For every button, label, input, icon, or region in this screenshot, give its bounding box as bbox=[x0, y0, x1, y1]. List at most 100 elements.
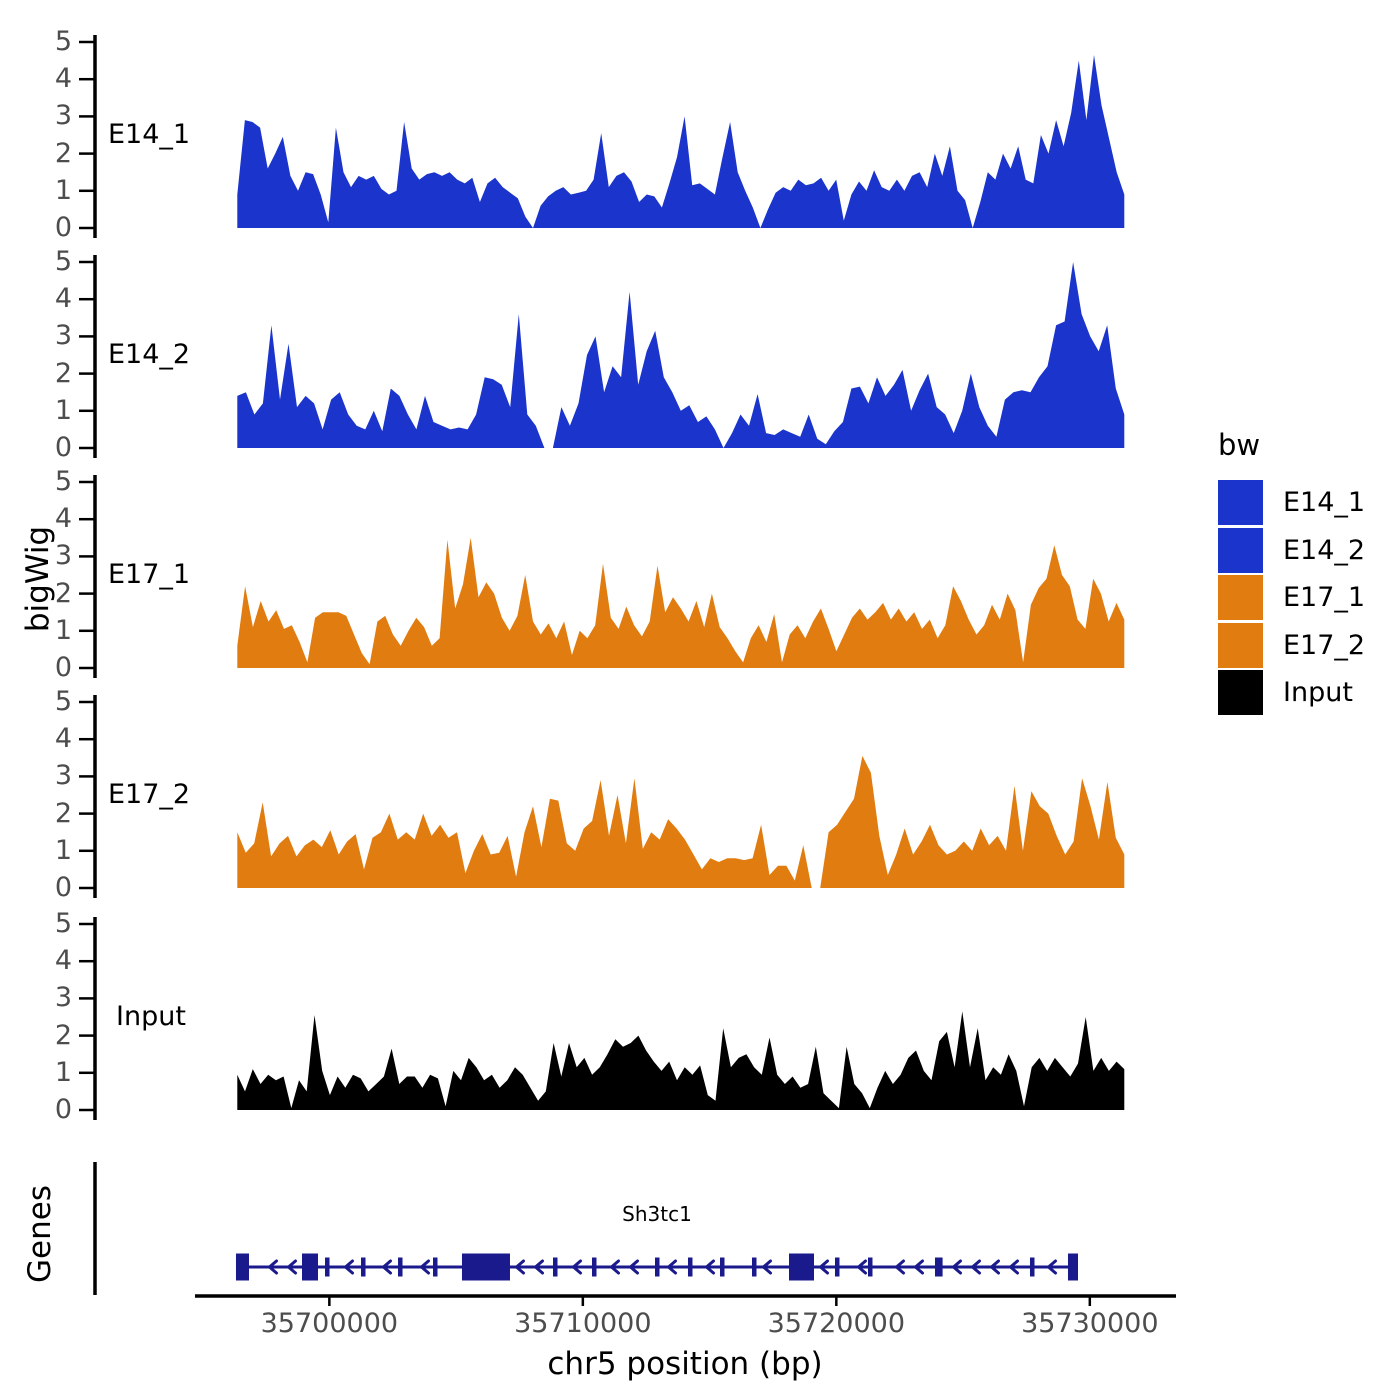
legend-label: Input bbox=[1283, 677, 1353, 708]
gene-exon bbox=[553, 1257, 558, 1277]
gene-exon bbox=[655, 1257, 660, 1277]
gene-exon bbox=[934, 1257, 943, 1277]
gene-strand-arrow-icon bbox=[533, 1259, 544, 1275]
gene-exon bbox=[235, 1253, 249, 1281]
y-tick-label: 2 bbox=[54, 1019, 72, 1051]
gene-exon bbox=[591, 1257, 597, 1277]
y-tick-label: 5 bbox=[54, 686, 72, 717]
y-tick-label: 3 bbox=[54, 982, 72, 1014]
gene-strand-arrow-icon bbox=[1008, 1259, 1019, 1275]
y-tick-label: 0 bbox=[54, 432, 72, 463]
x-tick-label: 35720000 bbox=[767, 1308, 906, 1339]
legend-entry-E14_1: E14_1 bbox=[1218, 480, 1365, 525]
track-area-E14_1 bbox=[237, 55, 1125, 228]
track-area-Input bbox=[237, 1011, 1125, 1110]
y-tick-label: 5 bbox=[54, 26, 72, 57]
y-tick-label: 3 bbox=[54, 100, 72, 132]
track-label-E17_1: E17_1 bbox=[108, 559, 191, 590]
legend-swatch-icon bbox=[1218, 622, 1263, 668]
x-tick-label: 35710000 bbox=[514, 1308, 652, 1339]
y-tick-label: 0 bbox=[54, 1094, 72, 1125]
gene-exon bbox=[687, 1257, 693, 1277]
gene-strand-arrow-icon bbox=[267, 1259, 278, 1275]
gene-exon bbox=[433, 1257, 438, 1277]
y-tick-label: 4 bbox=[54, 63, 72, 95]
y-tick-label: 4 bbox=[54, 723, 72, 755]
x-tick-label: 35730000 bbox=[1021, 1308, 1159, 1339]
gene-strand-arrow-icon bbox=[1046, 1259, 1057, 1275]
gene-strand-arrow-icon bbox=[571, 1259, 582, 1275]
gene-strand-arrow-icon bbox=[343, 1259, 354, 1275]
y-tick-label: 2 bbox=[54, 357, 72, 389]
gene-strand-arrow-icon bbox=[286, 1259, 297, 1275]
gene-strand-arrow-icon bbox=[704, 1259, 715, 1275]
y-tick-label: 4 bbox=[54, 503, 72, 535]
y-tick-label: 2 bbox=[54, 797, 72, 829]
y-tick-label: 0 bbox=[54, 872, 72, 903]
legend-entry-E17_2: E17_2 bbox=[1218, 622, 1366, 668]
y-tick-label: 1 bbox=[54, 1056, 72, 1088]
legend-label: E14_2 bbox=[1283, 534, 1366, 566]
legend: bw E14_1 E14_2 E17_1 E17_2 Input bbox=[1218, 428, 1365, 718]
gene-exon bbox=[867, 1257, 873, 1277]
legend-entry-E14_2: E14_2 bbox=[1218, 527, 1366, 573]
track-area-E17_1 bbox=[237, 537, 1125, 668]
gene-strand-arrow-icon bbox=[419, 1259, 430, 1275]
y-tick-label: 4 bbox=[54, 945, 72, 977]
gene-exon bbox=[751, 1257, 757, 1277]
y-tick-label: 3 bbox=[54, 320, 72, 352]
y-tick-label: 3 bbox=[54, 760, 72, 792]
y-tick-label: 1 bbox=[54, 614, 72, 646]
x-axis-title: chr5 position (bp) bbox=[547, 1346, 823, 1382]
track-area-E14_2 bbox=[237, 262, 1125, 448]
track-area-E17_2 bbox=[237, 755, 1125, 888]
gene-strand-arrow-icon bbox=[514, 1259, 525, 1275]
gene-strand-arrow-icon bbox=[951, 1259, 962, 1275]
gene-strand-arrow-icon bbox=[913, 1259, 924, 1275]
gene-exon bbox=[461, 1253, 510, 1281]
genes-panel-label: Genes bbox=[22, 1185, 58, 1283]
y-tick-label: 5 bbox=[54, 466, 72, 497]
gene-exon bbox=[1067, 1253, 1079, 1281]
legend-entry-E17_1: E17_1 bbox=[1218, 575, 1365, 620]
y-tick-label: 5 bbox=[54, 246, 72, 277]
gene-strand-arrow-icon bbox=[761, 1259, 772, 1275]
legend-entry-Input: Input bbox=[1218, 670, 1365, 715]
legend-label: E17_2 bbox=[1283, 629, 1366, 661]
gene-exon bbox=[398, 1257, 403, 1277]
gene-strand-arrow-icon bbox=[970, 1259, 981, 1275]
legend-label: E17_1 bbox=[1283, 582, 1366, 613]
legend-swatch-icon bbox=[1218, 527, 1263, 573]
legend-swatch-icon bbox=[1218, 575, 1263, 620]
y-tick-label: 2 bbox=[54, 577, 72, 609]
x-tick-label: 35700000 bbox=[260, 1308, 399, 1339]
y-tick-label: 0 bbox=[54, 652, 72, 683]
gene-strand-arrow-icon bbox=[989, 1259, 1000, 1275]
legend-title: bw bbox=[1218, 428, 1261, 462]
y-tick-label: 0 bbox=[54, 212, 72, 243]
gene-exon bbox=[1029, 1257, 1035, 1277]
y-tick-label: 5 bbox=[54, 908, 72, 939]
gene-exon bbox=[788, 1253, 814, 1281]
gene-strand-arrow-icon bbox=[818, 1259, 829, 1275]
gene-strand-arrow-icon bbox=[381, 1259, 392, 1275]
legend-swatch-icon bbox=[1218, 670, 1263, 715]
gene-exon bbox=[301, 1253, 318, 1281]
y-tick-label: 1 bbox=[54, 394, 72, 426]
gene-exon bbox=[719, 1257, 725, 1277]
track-label-E17_2: E17_2 bbox=[108, 779, 191, 810]
track-label-E14_2: E14_2 bbox=[108, 339, 191, 370]
y-tick-label: 3 bbox=[54, 540, 72, 572]
gene-exon bbox=[834, 1257, 840, 1277]
legend-label: E14_1 bbox=[1283, 487, 1366, 518]
y-tick-label: 1 bbox=[54, 174, 72, 206]
track-label-E14_1: E14_1 bbox=[108, 119, 191, 150]
gene-strand-arrow-icon bbox=[856, 1259, 867, 1275]
gene-strand-arrow-icon bbox=[666, 1259, 677, 1275]
y-tick-label: 2 bbox=[54, 137, 72, 169]
y-tick-label: 4 bbox=[54, 283, 72, 315]
gene-strand-arrow-icon bbox=[609, 1259, 620, 1275]
legend-entries: E14_1 E14_2 E17_1 E17_2 Input bbox=[1218, 480, 1365, 715]
